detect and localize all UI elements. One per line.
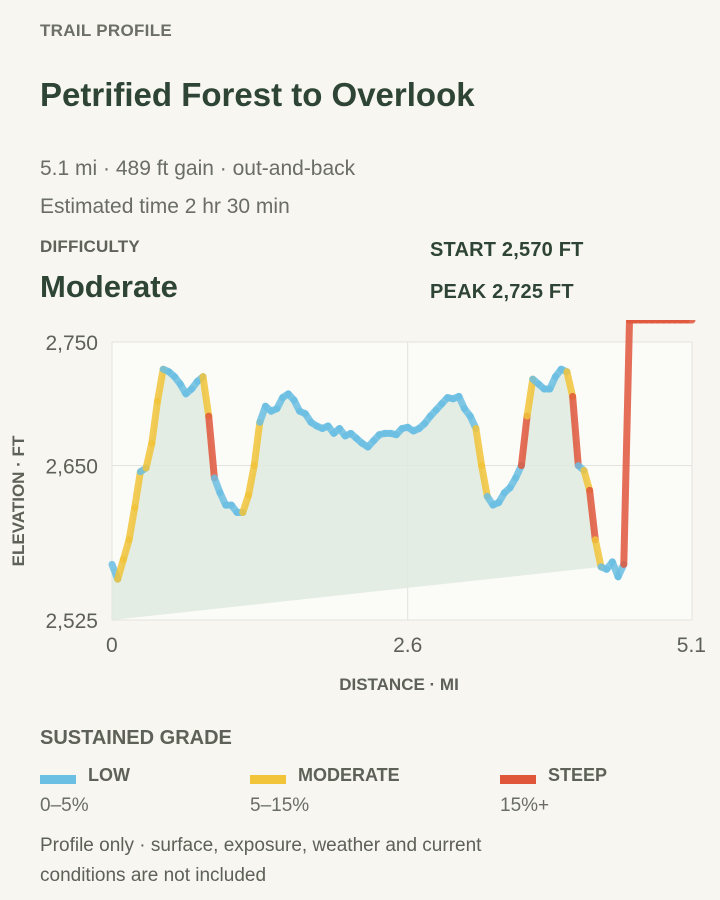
trail-summary: 5.1 mi · 489 ft gain · out-and-back: [40, 157, 356, 180]
x-tick-label: 0: [106, 634, 118, 657]
profile-segment: [125, 504, 139, 544]
profile-segment: [569, 392, 582, 470]
profile-segment: [199, 373, 213, 420]
profile-segment: [620, 320, 633, 568]
profile-segment: [250, 418, 264, 470]
y-tick-label: 2,525: [45, 610, 98, 633]
profile-segment: [478, 462, 491, 500]
profile-segment: [586, 486, 599, 544]
legend-range-low: 0–5%: [40, 795, 89, 816]
legend-label-steep: STEEP: [548, 765, 608, 785]
estimated-time: Estimated time 2 hr 30 min: [40, 195, 290, 218]
y-tick-label: 2,650: [45, 456, 98, 479]
start-elevation: START 2,570 FT: [430, 239, 584, 261]
y-tick-label: 2,750: [45, 332, 98, 355]
legend-swatch-steep: [500, 775, 536, 784]
y-axis-title: ELEVATION · FT: [9, 435, 28, 566]
legend-range-steep: 15%+: [500, 795, 550, 816]
legend-title: SUSTAINED GRADE: [40, 727, 232, 749]
elevation-area: [112, 369, 624, 620]
legend-label-low: LOW: [88, 765, 130, 785]
x-tick-label: 2.6: [393, 634, 422, 657]
legend-range-moderate: 5–15%: [250, 795, 310, 816]
peak-elevation: PEAK 2,725 FT: [430, 281, 574, 303]
profile-segment: [523, 375, 537, 420]
elevation-profile-chart: 2,750 2,650 2,525 0 2.6 5.1 DISTANCE · MI ELEV…: [9, 320, 706, 694]
profile-segment: [517, 412, 531, 470]
x-axis-title: DISTANCE · MI: [339, 675, 459, 694]
profile-segment: [154, 365, 167, 405]
x-tick-label: 5.1: [677, 634, 706, 657]
profile-segment: [591, 536, 605, 571]
legend-label-moderate: MODERATE: [298, 765, 400, 785]
legend-swatch-moderate: [250, 775, 286, 784]
profile-segment: [142, 439, 156, 472]
footnote-disclaimer: Profile only · surface, exposure, weathe…: [40, 835, 482, 886]
profile-segment: [563, 368, 577, 400]
trail-title: Petrified Forest to Overlook: [40, 76, 475, 113]
legend-swatch-low: [40, 775, 76, 784]
difficulty-value: Moderate: [40, 269, 178, 304]
profile-segment: [472, 425, 486, 470]
profile-segment: [245, 462, 258, 499]
section-eyebrow: TRAIL PROFILE: [40, 21, 173, 40]
profile-segment: [131, 468, 144, 512]
profile-segment: [148, 397, 161, 447]
difficulty-label: DIFFICULTY: [40, 237, 140, 256]
profile-segment: [205, 412, 218, 482]
